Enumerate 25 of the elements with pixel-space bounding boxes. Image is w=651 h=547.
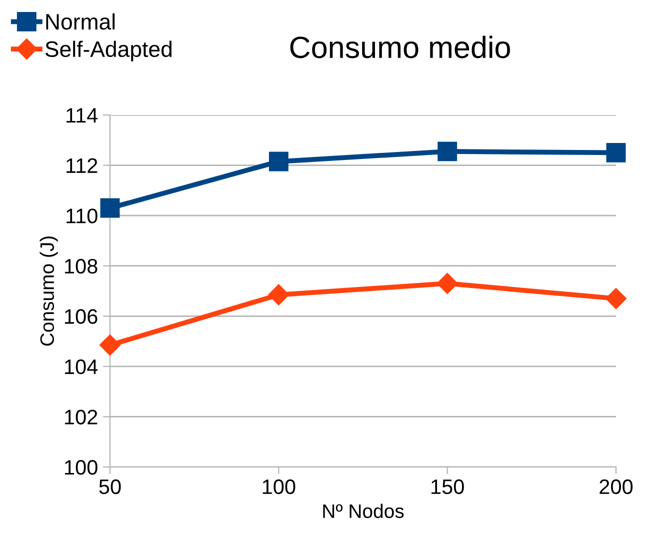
- x-axis-title: Nº Nodos: [323, 504, 404, 518]
- y-axis-title: Consumo (J): [40, 236, 58, 346]
- point: [268, 152, 288, 172]
- point: [268, 284, 290, 306]
- chart-title: Consumo medio: [290, 36, 510, 58]
- point: [438, 142, 458, 162]
- x-tick-label: 50: [99, 479, 121, 494]
- y-tick-label: 108: [65, 258, 98, 274]
- y-tick-label: 112: [66, 158, 98, 173]
- x-tick-label: 100: [262, 479, 296, 494]
- point: [606, 142, 626, 162]
- point: [100, 198, 120, 218]
- x-tick-label: 200: [600, 479, 633, 494]
- point: [605, 288, 627, 310]
- legend-label: Self-Adapted: [45, 40, 172, 62]
- y-tick-label: 104: [65, 359, 98, 374]
- y-tick-label: 100: [65, 460, 98, 475]
- y-tick-label: 106: [65, 309, 98, 324]
- y-tick-label: 102: [65, 410, 98, 424]
- point: [436, 272, 458, 294]
- legend-label: Normal: [46, 13, 115, 30]
- x-tick-label: 150: [432, 479, 464, 494]
- point: [99, 334, 121, 356]
- y-tick-label: 114: [66, 108, 98, 123]
- y-tick-label: 110: [66, 208, 98, 224]
